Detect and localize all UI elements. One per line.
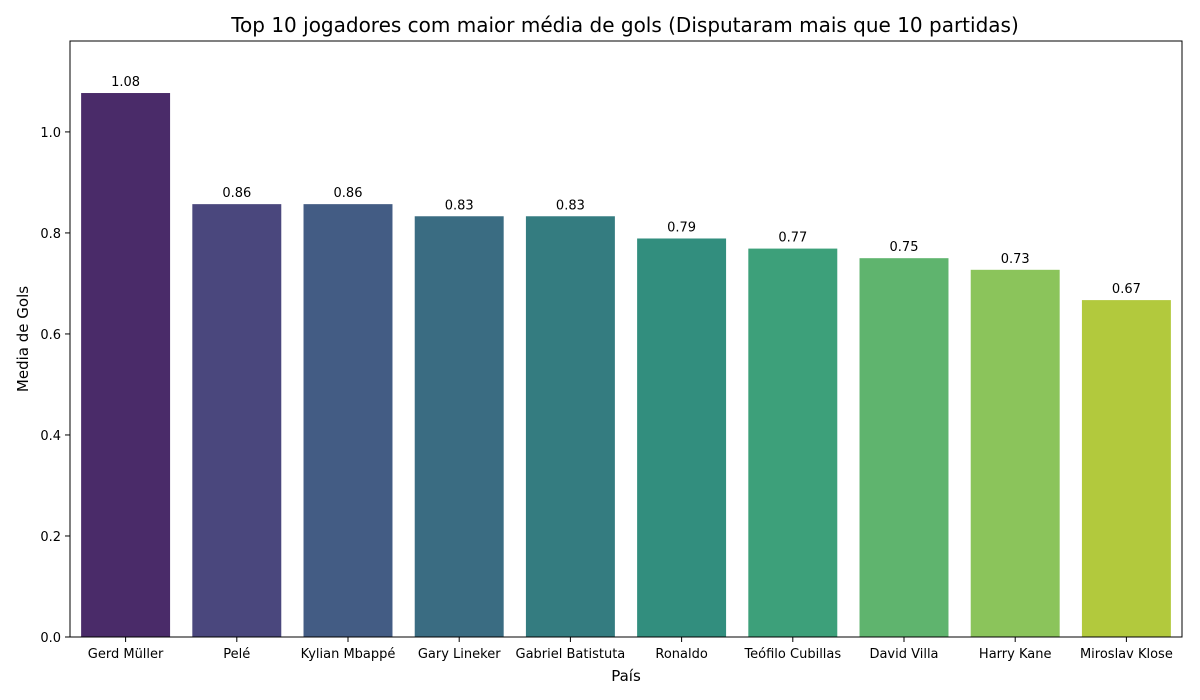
y-tick-label-5: 1.0 bbox=[40, 126, 61, 141]
x-tick-label-5: Ronaldo bbox=[655, 647, 707, 662]
data-label-6: 0.77 bbox=[778, 231, 807, 246]
x-tick-label-4: Gabriel Batistuta bbox=[516, 647, 626, 662]
data-label-5: 0.79 bbox=[667, 220, 696, 235]
y-tick-label-3: 0.6 bbox=[40, 328, 61, 343]
data-label-4: 0.83 bbox=[556, 198, 585, 213]
y-tick-label-4: 0.8 bbox=[40, 227, 61, 242]
data-label-1: 0.86 bbox=[222, 186, 251, 201]
data-labels-group: 1.08 0.86 0.86 0.83 0.83 0.79 0.77 0.75 0.73 0.67 bbox=[111, 75, 1141, 297]
y-tick-label-0: 0.0 bbox=[40, 631, 61, 646]
data-label-8: 0.73 bbox=[1001, 252, 1030, 267]
data-label-3: 0.83 bbox=[445, 198, 474, 213]
data-label-7: 0.75 bbox=[890, 240, 919, 255]
bar-1 bbox=[192, 204, 282, 637]
y-tick-label-1: 0.2 bbox=[40, 530, 61, 545]
x-tick-label-8: Harry Kane bbox=[979, 647, 1052, 662]
bar-6 bbox=[748, 248, 838, 637]
x-tick-label-0: Gerd Müller bbox=[88, 647, 164, 662]
x-tick-label-6: Teófilo Cubillas bbox=[743, 647, 841, 662]
y-axis-label: Media de Gols bbox=[14, 286, 32, 392]
x-tick-label-9: Miroslav Klose bbox=[1080, 647, 1173, 662]
y-tick-label-2: 0.4 bbox=[40, 429, 61, 444]
bar-5 bbox=[637, 238, 727, 637]
chart-title: Top 10 jogadores com maior média de gols… bbox=[230, 13, 1019, 37]
data-label-9: 0.67 bbox=[1112, 282, 1141, 297]
bar-9 bbox=[1081, 300, 1171, 637]
x-axis: Gerd Müller Pelé Kylian Mbappé Gary Lineker… bbox=[88, 637, 1173, 662]
data-label-0: 1.08 bbox=[111, 75, 140, 90]
plot-frame bbox=[69, 40, 1183, 638]
bar-2 bbox=[303, 204, 393, 637]
x-tick-label-7: David Villa bbox=[869, 647, 938, 662]
bar-4 bbox=[525, 216, 615, 637]
x-tick-label-3: Gary Lineker bbox=[418, 647, 501, 662]
bars-group bbox=[81, 93, 1171, 637]
x-axis-label: País bbox=[611, 667, 641, 685]
bar-3 bbox=[414, 216, 504, 637]
x-tick-label-1: Pelé bbox=[223, 647, 250, 662]
x-tick-label-2: Kylian Mbappé bbox=[301, 647, 396, 662]
y-axis: 0.0 0.2 0.4 0.6 0.8 1.0 bbox=[40, 126, 70, 646]
data-label-2: 0.86 bbox=[334, 186, 363, 201]
bar-8 bbox=[970, 269, 1060, 637]
bar-0 bbox=[81, 93, 171, 637]
bar-7 bbox=[859, 258, 949, 637]
